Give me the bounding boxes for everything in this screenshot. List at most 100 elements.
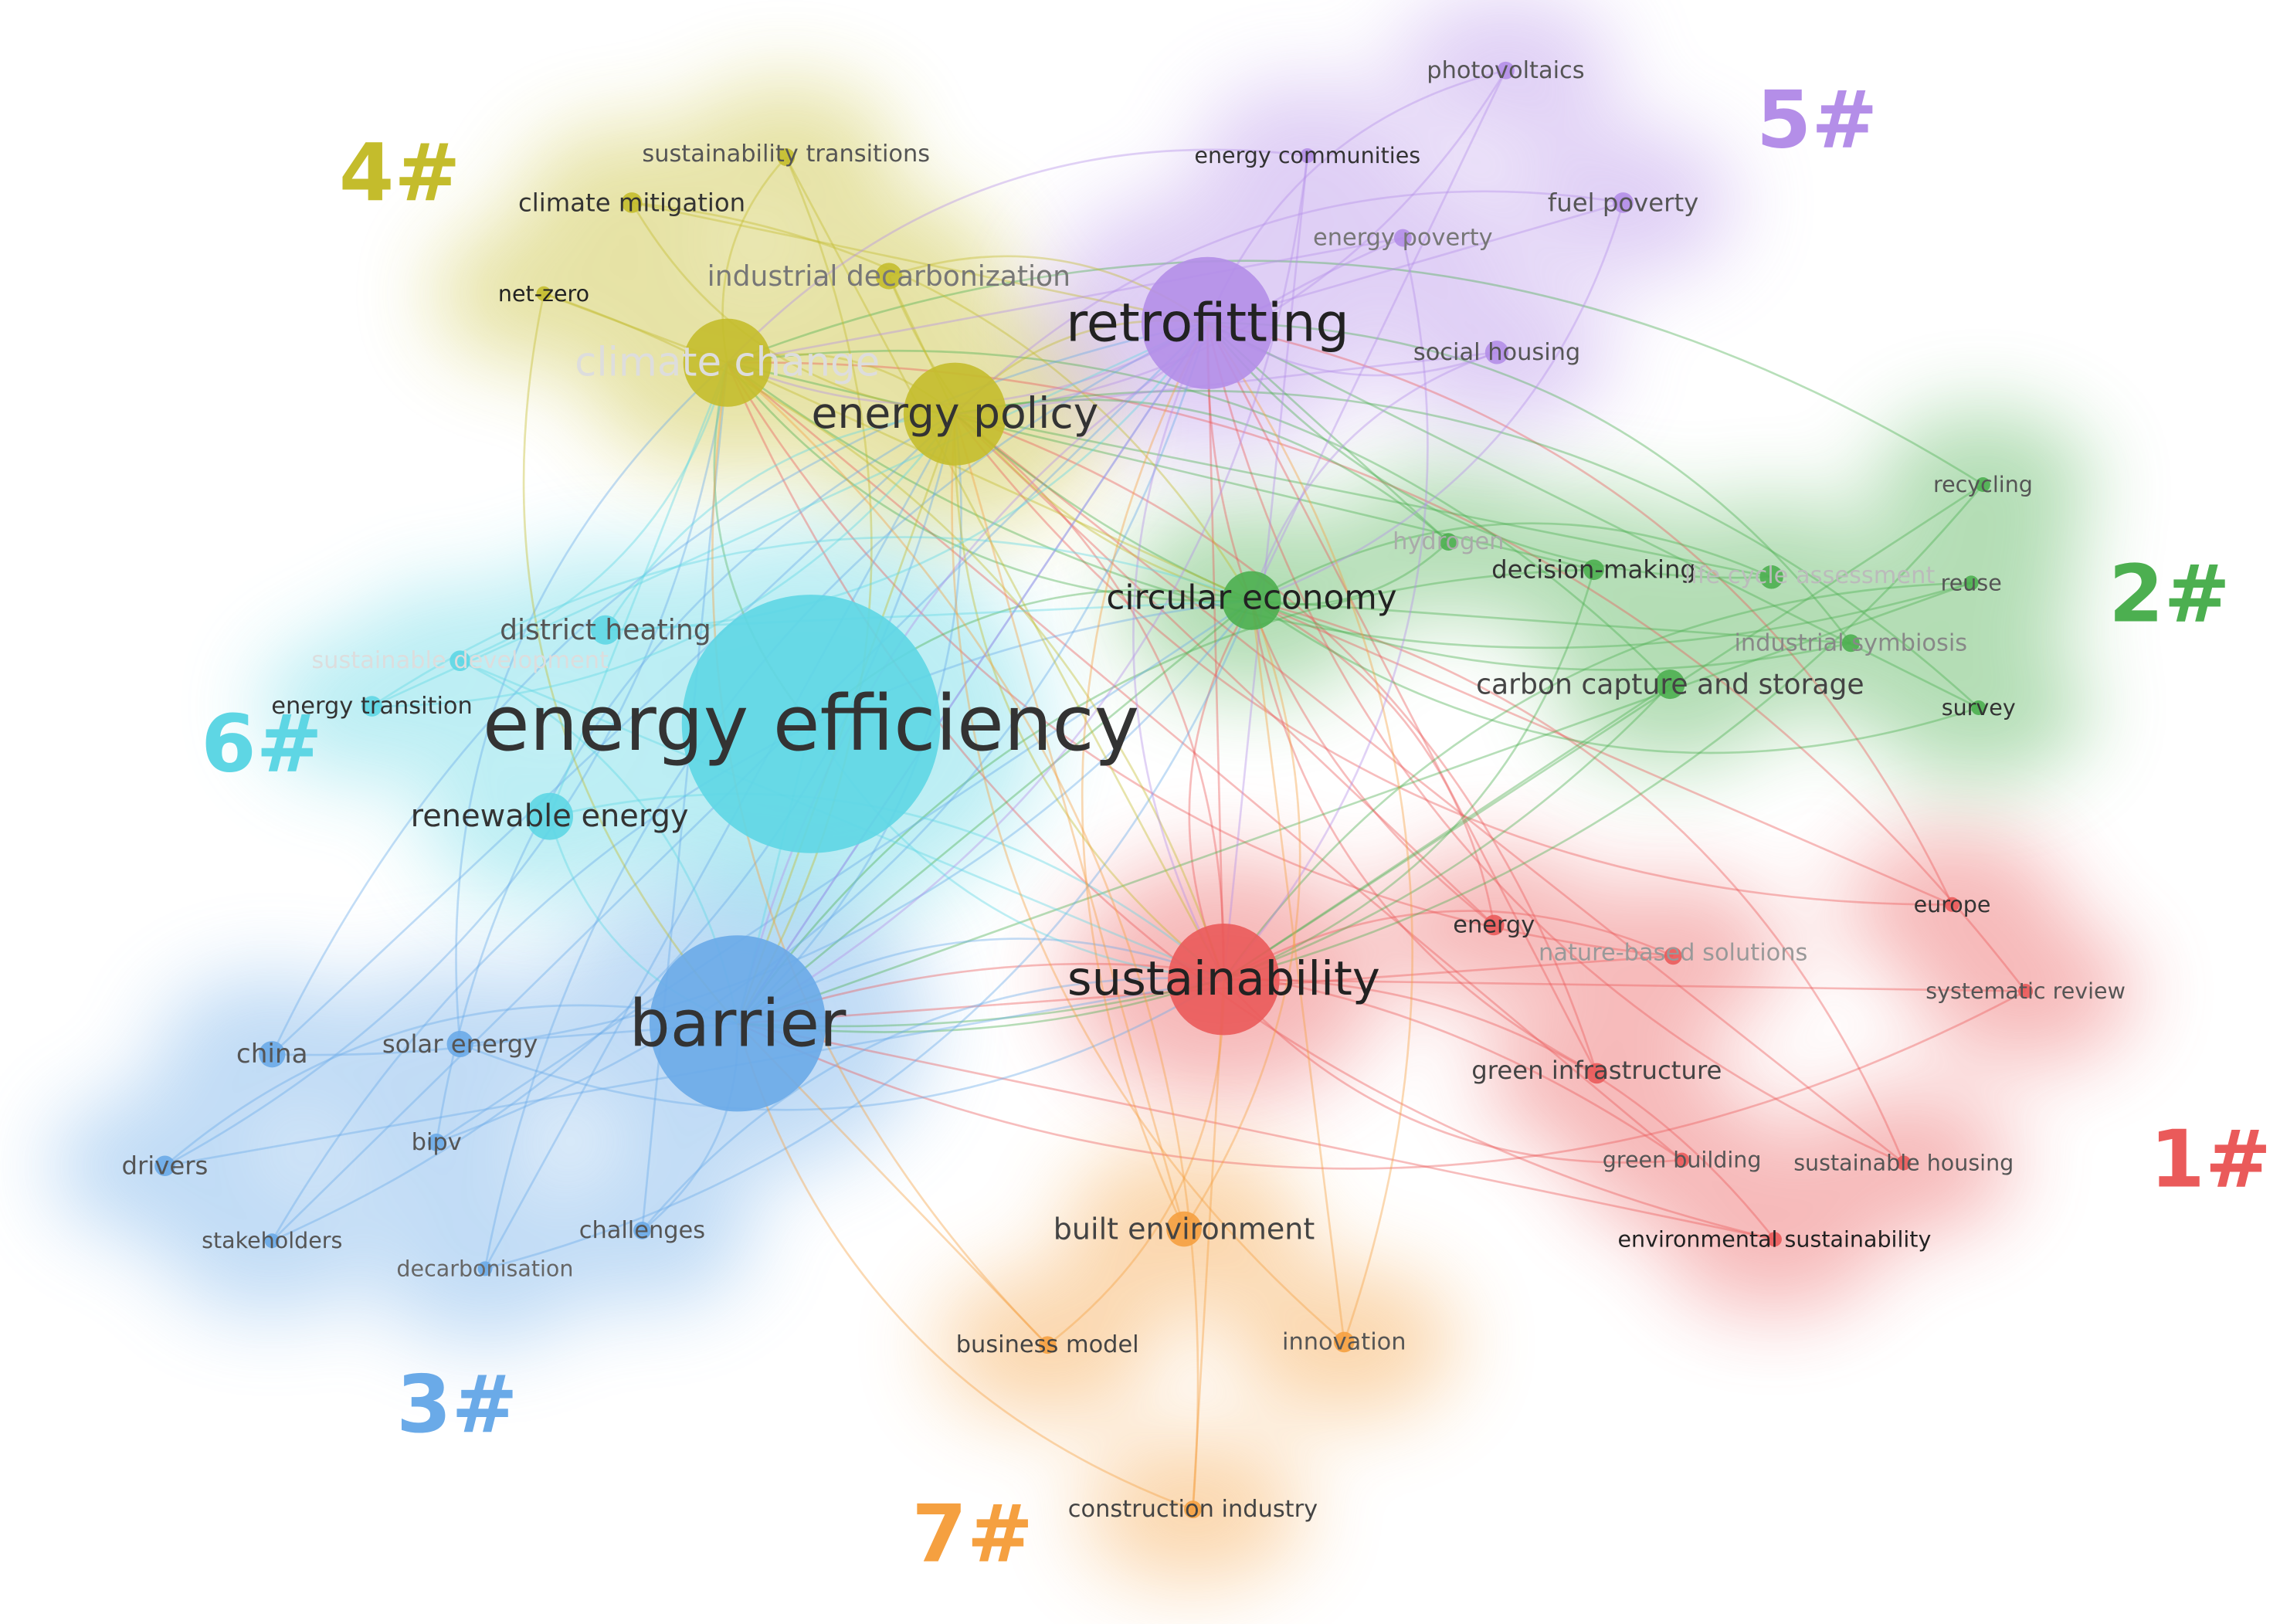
node-label: renewable energy bbox=[411, 798, 689, 834]
node-label: district heating bbox=[500, 613, 711, 646]
node-label: climate change bbox=[575, 340, 880, 386]
node bbox=[1586, 1063, 1607, 1084]
link bbox=[605, 599, 1252, 632]
node-label: green infrastructure bbox=[1471, 1056, 1722, 1085]
link bbox=[631, 202, 1253, 602]
link bbox=[372, 413, 956, 707]
node bbox=[154, 1155, 175, 1177]
node-label: circular economy bbox=[1106, 578, 1396, 617]
link bbox=[954, 413, 1495, 926]
node-label: net-zero bbox=[498, 281, 589, 307]
link bbox=[737, 990, 2027, 1170]
node bbox=[621, 192, 643, 213]
link bbox=[1206, 323, 1495, 926]
node bbox=[875, 263, 902, 290]
link bbox=[954, 413, 1186, 1229]
link bbox=[1047, 979, 1225, 1346]
link bbox=[271, 322, 1208, 1055]
node bbox=[1184, 1500, 1202, 1519]
node-label: drivers bbox=[121, 1151, 208, 1181]
node-label: photovoltaics bbox=[1427, 57, 1584, 84]
link bbox=[1251, 599, 1851, 645]
node-label: decarbonisation bbox=[396, 1256, 573, 1281]
link bbox=[631, 202, 1208, 324]
link bbox=[954, 413, 1905, 1164]
link bbox=[435, 413, 956, 1143]
link bbox=[1207, 321, 1852, 644]
node bbox=[361, 696, 382, 717]
cluster-label: 2# bbox=[2109, 549, 2230, 641]
node bbox=[1483, 914, 1505, 936]
link bbox=[460, 978, 1225, 1111]
link bbox=[726, 361, 1252, 602]
link bbox=[727, 259, 1984, 486]
link bbox=[1182, 600, 1301, 1230]
link bbox=[1223, 910, 1674, 981]
link bbox=[955, 398, 1450, 543]
link bbox=[1250, 600, 1597, 1075]
node-label: energy bbox=[1453, 911, 1535, 938]
node-label: stakeholders bbox=[202, 1228, 342, 1253]
link bbox=[1206, 322, 1772, 579]
node-label: energy poverty bbox=[1313, 225, 1493, 252]
link bbox=[641, 362, 729, 1231]
node-label: solar energy bbox=[382, 1029, 538, 1059]
node bbox=[1439, 533, 1457, 551]
cluster-label: 5# bbox=[1756, 74, 1878, 166]
node-label: energy communities bbox=[1194, 143, 1420, 168]
link bbox=[641, 977, 1224, 1232]
link bbox=[436, 322, 1209, 1144]
link bbox=[1206, 323, 1905, 1165]
link bbox=[371, 536, 1252, 707]
links bbox=[164, 69, 2027, 1510]
node-label: nature-based solutions bbox=[1539, 940, 1807, 967]
link bbox=[1223, 978, 1682, 1164]
link bbox=[726, 362, 1775, 1241]
link bbox=[164, 1004, 738, 1167]
link bbox=[1250, 522, 1773, 602]
link bbox=[726, 148, 1308, 364]
link bbox=[736, 156, 873, 1024]
node bbox=[1038, 1336, 1057, 1354]
cluster-label: 4# bbox=[339, 127, 460, 219]
link bbox=[951, 414, 1345, 1343]
node-label: innovation bbox=[1282, 1328, 1406, 1355]
node-label: barrier bbox=[629, 985, 847, 1061]
node bbox=[681, 595, 941, 853]
node bbox=[649, 935, 826, 1112]
link bbox=[887, 275, 1252, 602]
node-label: climate mitigation bbox=[518, 188, 745, 217]
node-label: bipv bbox=[412, 1129, 462, 1156]
cluster-label: 6# bbox=[201, 699, 322, 791]
node-label: carbon capture and storage bbox=[1476, 668, 1864, 701]
link bbox=[727, 361, 1253, 602]
node-label: industrial decarbonization bbox=[707, 259, 1070, 293]
node bbox=[1222, 571, 1281, 630]
node-label: energy efficiency bbox=[483, 680, 1139, 768]
node bbox=[427, 1133, 446, 1151]
link bbox=[736, 322, 1209, 1025]
node bbox=[1664, 947, 1682, 965]
link bbox=[1223, 155, 1309, 980]
link bbox=[726, 361, 1199, 1510]
link bbox=[1250, 351, 1498, 602]
link bbox=[954, 190, 1623, 415]
node-label: built environment bbox=[1053, 1212, 1315, 1246]
link bbox=[955, 412, 1772, 578]
link bbox=[737, 581, 1972, 1025]
link bbox=[1188, 600, 1253, 980]
link bbox=[736, 1022, 1193, 1510]
link bbox=[736, 568, 1594, 1025]
link bbox=[1132, 322, 1225, 980]
node bbox=[1975, 476, 1990, 492]
link bbox=[954, 413, 1225, 980]
node bbox=[1759, 565, 1783, 589]
link bbox=[955, 70, 1507, 415]
node bbox=[1655, 670, 1685, 700]
link bbox=[953, 414, 1225, 981]
node-label: sustainability transitions bbox=[642, 141, 930, 168]
node bbox=[1168, 924, 1280, 1036]
link bbox=[954, 412, 1598, 1074]
